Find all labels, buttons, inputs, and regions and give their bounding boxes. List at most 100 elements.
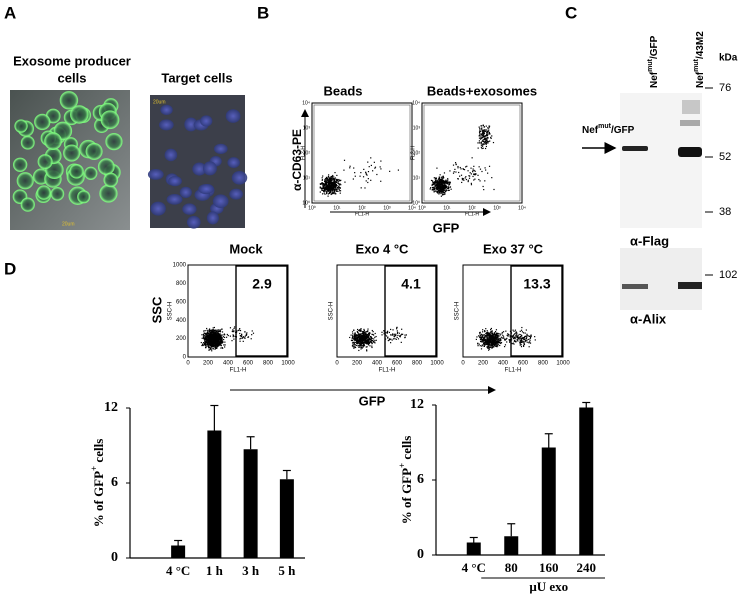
event-dot — [222, 331, 223, 332]
event-dot — [354, 334, 355, 335]
event-dot — [489, 333, 490, 334]
event-dot — [239, 328, 240, 329]
event-dot — [396, 327, 397, 328]
event-dot — [485, 148, 486, 149]
event-dot — [521, 335, 522, 336]
event-dot — [206, 342, 207, 343]
event-dot — [353, 330, 354, 331]
event-dot — [447, 179, 448, 180]
event-dot — [210, 347, 211, 348]
event-dot — [489, 337, 490, 338]
event-dot — [486, 126, 487, 127]
event-dot — [495, 331, 496, 332]
event-dot — [212, 337, 213, 338]
event-dot — [333, 176, 334, 177]
event-dot — [207, 340, 208, 341]
event-dot — [514, 340, 515, 341]
event-dot — [390, 342, 391, 343]
cell — [17, 173, 33, 189]
event-dot — [368, 178, 369, 179]
y-axis-label: % of GFP+ cells — [397, 436, 414, 525]
event-dot — [239, 333, 240, 334]
event-dot — [220, 336, 221, 337]
event-dot — [203, 330, 204, 331]
event-dot — [205, 343, 206, 344]
event-dot — [372, 340, 373, 341]
event-dot — [352, 337, 353, 338]
event-dot — [216, 342, 217, 343]
event-dot — [210, 337, 211, 338]
arrow-label: Nefmut/GFP — [582, 123, 635, 136]
event-dot — [442, 187, 443, 188]
cell — [38, 155, 52, 169]
event-dot — [476, 339, 477, 340]
event-dot — [392, 339, 393, 340]
event-dot — [444, 182, 445, 183]
event-dot — [232, 334, 233, 335]
event-dot — [443, 190, 444, 191]
nucleus — [229, 189, 243, 200]
event-dot — [447, 183, 448, 184]
event-dot — [487, 134, 488, 135]
x-tick-label: 80 — [505, 560, 518, 575]
event-dot — [526, 329, 527, 330]
event-dot — [465, 176, 466, 177]
event-dot — [344, 160, 345, 161]
event-dot — [222, 334, 223, 335]
event-dot — [329, 185, 330, 186]
event-dot — [495, 334, 496, 335]
event-dot — [212, 333, 213, 334]
event-dot — [437, 183, 438, 184]
event-dot — [363, 334, 364, 335]
event-dot — [479, 344, 480, 345]
event-dot — [444, 172, 445, 173]
event-dot — [493, 341, 494, 342]
event-dot — [390, 334, 391, 335]
event-dot — [482, 329, 483, 330]
event-dot — [493, 339, 494, 340]
event-dot — [233, 330, 234, 331]
x-tick-label: 240 — [577, 560, 597, 575]
event-dot — [216, 340, 217, 341]
tick-label: 10³ — [383, 205, 391, 211]
tick-label: 10³ — [413, 125, 421, 131]
event-dot — [361, 336, 362, 337]
event-dot — [489, 340, 490, 341]
event-dot — [500, 334, 501, 335]
event-dot — [434, 191, 435, 192]
event-dot — [224, 342, 225, 343]
cell — [104, 173, 118, 187]
tick-label: 400 — [223, 361, 234, 367]
event-dot — [331, 180, 332, 181]
x-tick-label: 4 °C — [166, 563, 190, 578]
event-dot — [321, 190, 322, 191]
flow-plot: 13.302004006008001000FL1-HSSC-H — [455, 265, 571, 374]
event-dot — [363, 344, 364, 345]
cell — [100, 185, 117, 202]
event-dot — [340, 193, 341, 194]
nucleus — [213, 194, 229, 208]
event-dot — [327, 184, 328, 185]
event-dot — [356, 345, 357, 346]
event-dot — [228, 335, 229, 336]
event-dot — [332, 192, 333, 193]
event-dot — [529, 346, 530, 347]
event-dot — [373, 338, 374, 339]
event-dot — [358, 341, 359, 342]
event-dot — [374, 342, 375, 343]
event-dot — [489, 140, 490, 141]
event-dot — [481, 341, 482, 342]
event-dot — [480, 332, 481, 333]
event-dot — [244, 331, 245, 332]
event-dot — [439, 185, 440, 186]
event-dot — [486, 146, 487, 147]
event-dot — [335, 177, 336, 178]
cell — [70, 165, 84, 179]
event-dot — [213, 343, 214, 344]
band — [680, 120, 700, 126]
event-dot — [214, 330, 215, 331]
tick-label: 0 — [335, 361, 339, 367]
event-dot — [368, 340, 369, 341]
event-dot — [483, 148, 484, 149]
